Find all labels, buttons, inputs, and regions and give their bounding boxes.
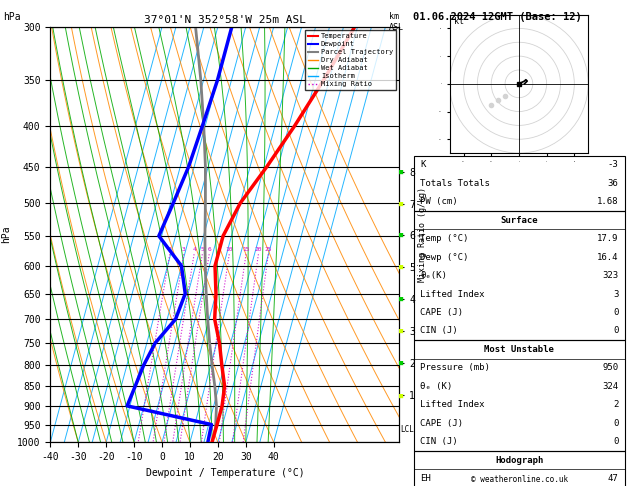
Text: 1.68: 1.68 <box>597 197 618 206</box>
Text: ■: ■ <box>399 328 403 334</box>
Text: Hodograph: Hodograph <box>495 456 543 465</box>
Text: 0: 0 <box>613 437 618 446</box>
Text: ■: ■ <box>399 201 403 207</box>
Text: © weatheronline.co.uk: © weatheronline.co.uk <box>470 474 568 484</box>
Text: -3: -3 <box>608 160 618 169</box>
Text: PW (cm): PW (cm) <box>420 197 458 206</box>
Text: 17.9: 17.9 <box>597 234 618 243</box>
Text: ■: ■ <box>399 360 403 366</box>
Text: EH: EH <box>420 474 431 483</box>
Text: 01.06.2024 12GMT (Base: 12): 01.06.2024 12GMT (Base: 12) <box>413 12 582 22</box>
Y-axis label: Mixing Ratio (g/kg): Mixing Ratio (g/kg) <box>418 187 427 282</box>
Text: Surface: Surface <box>501 216 538 225</box>
Text: K: K <box>420 160 426 169</box>
Text: 2: 2 <box>168 247 172 252</box>
Text: 5: 5 <box>201 247 204 252</box>
Text: 0: 0 <box>613 308 618 317</box>
Text: 4: 4 <box>192 247 196 252</box>
Text: Lifted Index: Lifted Index <box>420 290 485 298</box>
Text: 950: 950 <box>602 364 618 372</box>
Text: Dewp (°C): Dewp (°C) <box>420 253 469 261</box>
Text: LCL: LCL <box>400 425 414 434</box>
Text: hPa: hPa <box>3 12 21 22</box>
Text: ■: ■ <box>399 264 403 270</box>
Text: 2: 2 <box>613 400 618 409</box>
Text: CAPE (J): CAPE (J) <box>420 308 463 317</box>
X-axis label: Dewpoint / Temperature (°C): Dewpoint / Temperature (°C) <box>145 468 304 478</box>
Text: 323: 323 <box>602 271 618 280</box>
Text: ■: ■ <box>399 169 403 175</box>
Text: 3: 3 <box>182 247 186 252</box>
Text: 0: 0 <box>613 419 618 428</box>
Text: 6: 6 <box>208 247 211 252</box>
Text: 20: 20 <box>255 247 262 252</box>
Text: Totals Totals: Totals Totals <box>420 179 490 188</box>
Y-axis label: hPa: hPa <box>1 226 11 243</box>
Text: km
ASL: km ASL <box>389 12 404 32</box>
Text: 324: 324 <box>602 382 618 391</box>
Text: Pressure (mb): Pressure (mb) <box>420 364 490 372</box>
Text: Most Unstable: Most Unstable <box>484 345 554 354</box>
Text: 3: 3 <box>613 290 618 298</box>
Legend: Temperature, Dewpoint, Parcel Trajectory, Dry Adiabat, Wet Adiabat, Isotherm, Mi: Temperature, Dewpoint, Parcel Trajectory… <box>305 30 396 90</box>
Title: 37°01'N 352°58'W 25m ASL: 37°01'N 352°58'W 25m ASL <box>144 15 306 25</box>
Text: ■: ■ <box>399 232 403 238</box>
Text: θₑ(K): θₑ(K) <box>420 271 447 280</box>
Text: θₑ (K): θₑ (K) <box>420 382 452 391</box>
Text: 16.4: 16.4 <box>597 253 618 261</box>
Text: CIN (J): CIN (J) <box>420 327 458 335</box>
Text: ■: ■ <box>399 296 403 302</box>
Text: ■: ■ <box>399 392 403 399</box>
Text: kt: kt <box>454 17 464 26</box>
Text: Temp (°C): Temp (°C) <box>420 234 469 243</box>
Text: 25: 25 <box>265 247 272 252</box>
Text: 15: 15 <box>242 247 250 252</box>
Text: Lifted Index: Lifted Index <box>420 400 485 409</box>
Text: 10: 10 <box>225 247 233 252</box>
Text: CAPE (J): CAPE (J) <box>420 419 463 428</box>
Text: 36: 36 <box>608 179 618 188</box>
Text: 47: 47 <box>608 474 618 483</box>
Text: CIN (J): CIN (J) <box>420 437 458 446</box>
Text: 0: 0 <box>613 327 618 335</box>
